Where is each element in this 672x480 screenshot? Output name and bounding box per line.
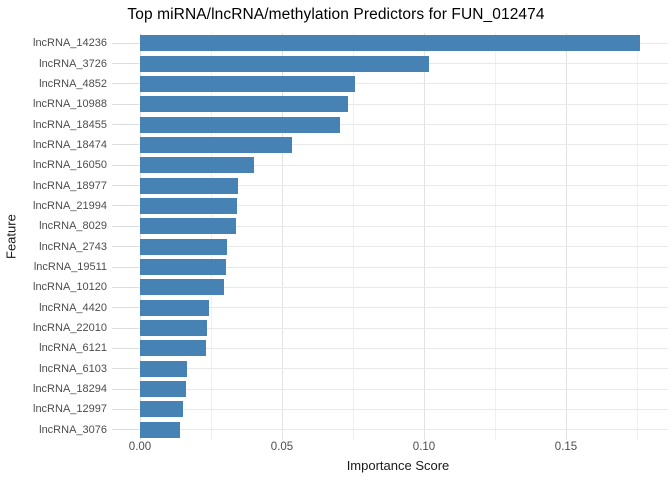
y-tick-mark [112, 205, 138, 207]
gridline-y [128, 307, 668, 309]
y-tick-label: lncRNA_14236 [33, 37, 107, 50]
x-tick-label: 0.00 [128, 441, 152, 453]
gridline-y [128, 164, 668, 166]
x-tick-label: 0.10 [412, 441, 436, 453]
gridline-x-major [282, 33, 283, 440]
bar [140, 238, 228, 255]
y-tick-label: lncRNA_6121 [39, 342, 107, 355]
bar [140, 421, 181, 438]
x-axis-title: Importance Score [346, 458, 450, 473]
gridline-y [128, 205, 668, 207]
y-tick-mark [112, 225, 138, 227]
y-tick-label: lncRNA_12997 [33, 403, 107, 416]
y-tick-label: lncRNA_19511 [33, 261, 107, 274]
chart-title: Top miRNA/lncRNA/methylation Predictors … [127, 6, 545, 23]
y-tick-label: lncRNA_16050 [33, 159, 107, 172]
bar [140, 136, 292, 153]
y-tick-label: lncRNA_10120 [33, 281, 107, 294]
bar [140, 259, 226, 276]
x-tick-label: 0.05 [270, 441, 294, 453]
y-tick-label: lncRNA_8029 [39, 220, 107, 233]
bar [140, 218, 236, 235]
y-tick-mark [112, 124, 138, 126]
gridline-y [128, 266, 668, 268]
y-tick-mark [112, 164, 138, 166]
bar [140, 116, 340, 133]
y-tick-label: lncRNA_6103 [39, 362, 107, 375]
gridline-y [128, 286, 668, 288]
bar [140, 320, 207, 337]
gridline-y [128, 144, 668, 146]
y-tick-mark [112, 63, 138, 65]
y-tick-mark [112, 83, 138, 85]
bar [140, 279, 225, 296]
y-axis-title: Feature [3, 214, 19, 259]
y-tick-mark [112, 266, 138, 268]
y-tick-label: lncRNA_4852 [39, 77, 107, 90]
bar [140, 35, 641, 52]
gridline-x-major [566, 33, 567, 440]
y-tick-label: lncRNA_4420 [39, 301, 107, 314]
bar [140, 340, 207, 357]
gridline-x-minor [637, 33, 638, 440]
y-tick-mark [112, 246, 138, 248]
y-tick-mark [112, 327, 138, 329]
y-tick-label: lncRNA_3726 [39, 57, 107, 70]
bar [140, 55, 430, 72]
y-tick-label: lncRNA_22010 [33, 322, 107, 335]
y-tick-mark [112, 185, 138, 187]
gridline-x-minor [353, 33, 354, 440]
y-tick-label: lncRNA_3076 [39, 423, 107, 436]
y-tick-label: lncRNA_10988 [33, 98, 107, 111]
gridline-y [128, 347, 668, 349]
y-tick-label: lncRNA_18977 [33, 179, 107, 192]
y-tick-mark [112, 347, 138, 349]
bar [140, 197, 237, 214]
y-tick-mark [112, 103, 138, 105]
y-tick-mark [112, 286, 138, 288]
gridline-x-major [140, 33, 141, 440]
x-tick-label: 0.15 [554, 441, 578, 453]
gridline-y [128, 368, 668, 370]
y-tick-label: lncRNA_18294 [33, 383, 107, 396]
bar [140, 75, 355, 92]
plot-panel [128, 33, 668, 440]
y-tick-label: lncRNA_2743 [39, 240, 107, 253]
bar [140, 381, 186, 398]
gridline-y [128, 225, 668, 227]
gridline-x-minor [211, 33, 212, 440]
gridline-y [128, 327, 668, 329]
gridline-x-major [424, 33, 425, 440]
y-tick-mark [112, 42, 138, 44]
bar [140, 401, 184, 418]
y-tick-label: lncRNA_21994 [33, 199, 107, 212]
bar [140, 96, 348, 113]
gridline-x-minor [495, 33, 496, 440]
gridline-y [128, 83, 668, 85]
y-tick-mark [112, 388, 138, 390]
bar [140, 299, 209, 316]
y-tick-label: lncRNA_18474 [33, 138, 107, 151]
y-tick-mark [112, 368, 138, 370]
bar [140, 360, 188, 377]
gridline-y [128, 246, 668, 248]
gridline-y [128, 124, 668, 126]
bar [140, 157, 254, 174]
gridline-y [128, 388, 668, 390]
y-tick-mark [112, 144, 138, 146]
gridline-y [128, 429, 668, 431]
gridline-y [128, 185, 668, 187]
y-tick-mark [112, 307, 138, 309]
y-tick-label: lncRNA_18455 [33, 118, 107, 131]
y-tick-mark [112, 408, 138, 410]
gridline-y [128, 103, 668, 105]
bar [140, 177, 238, 194]
y-tick-mark [112, 429, 138, 431]
gridline-y [128, 408, 668, 410]
